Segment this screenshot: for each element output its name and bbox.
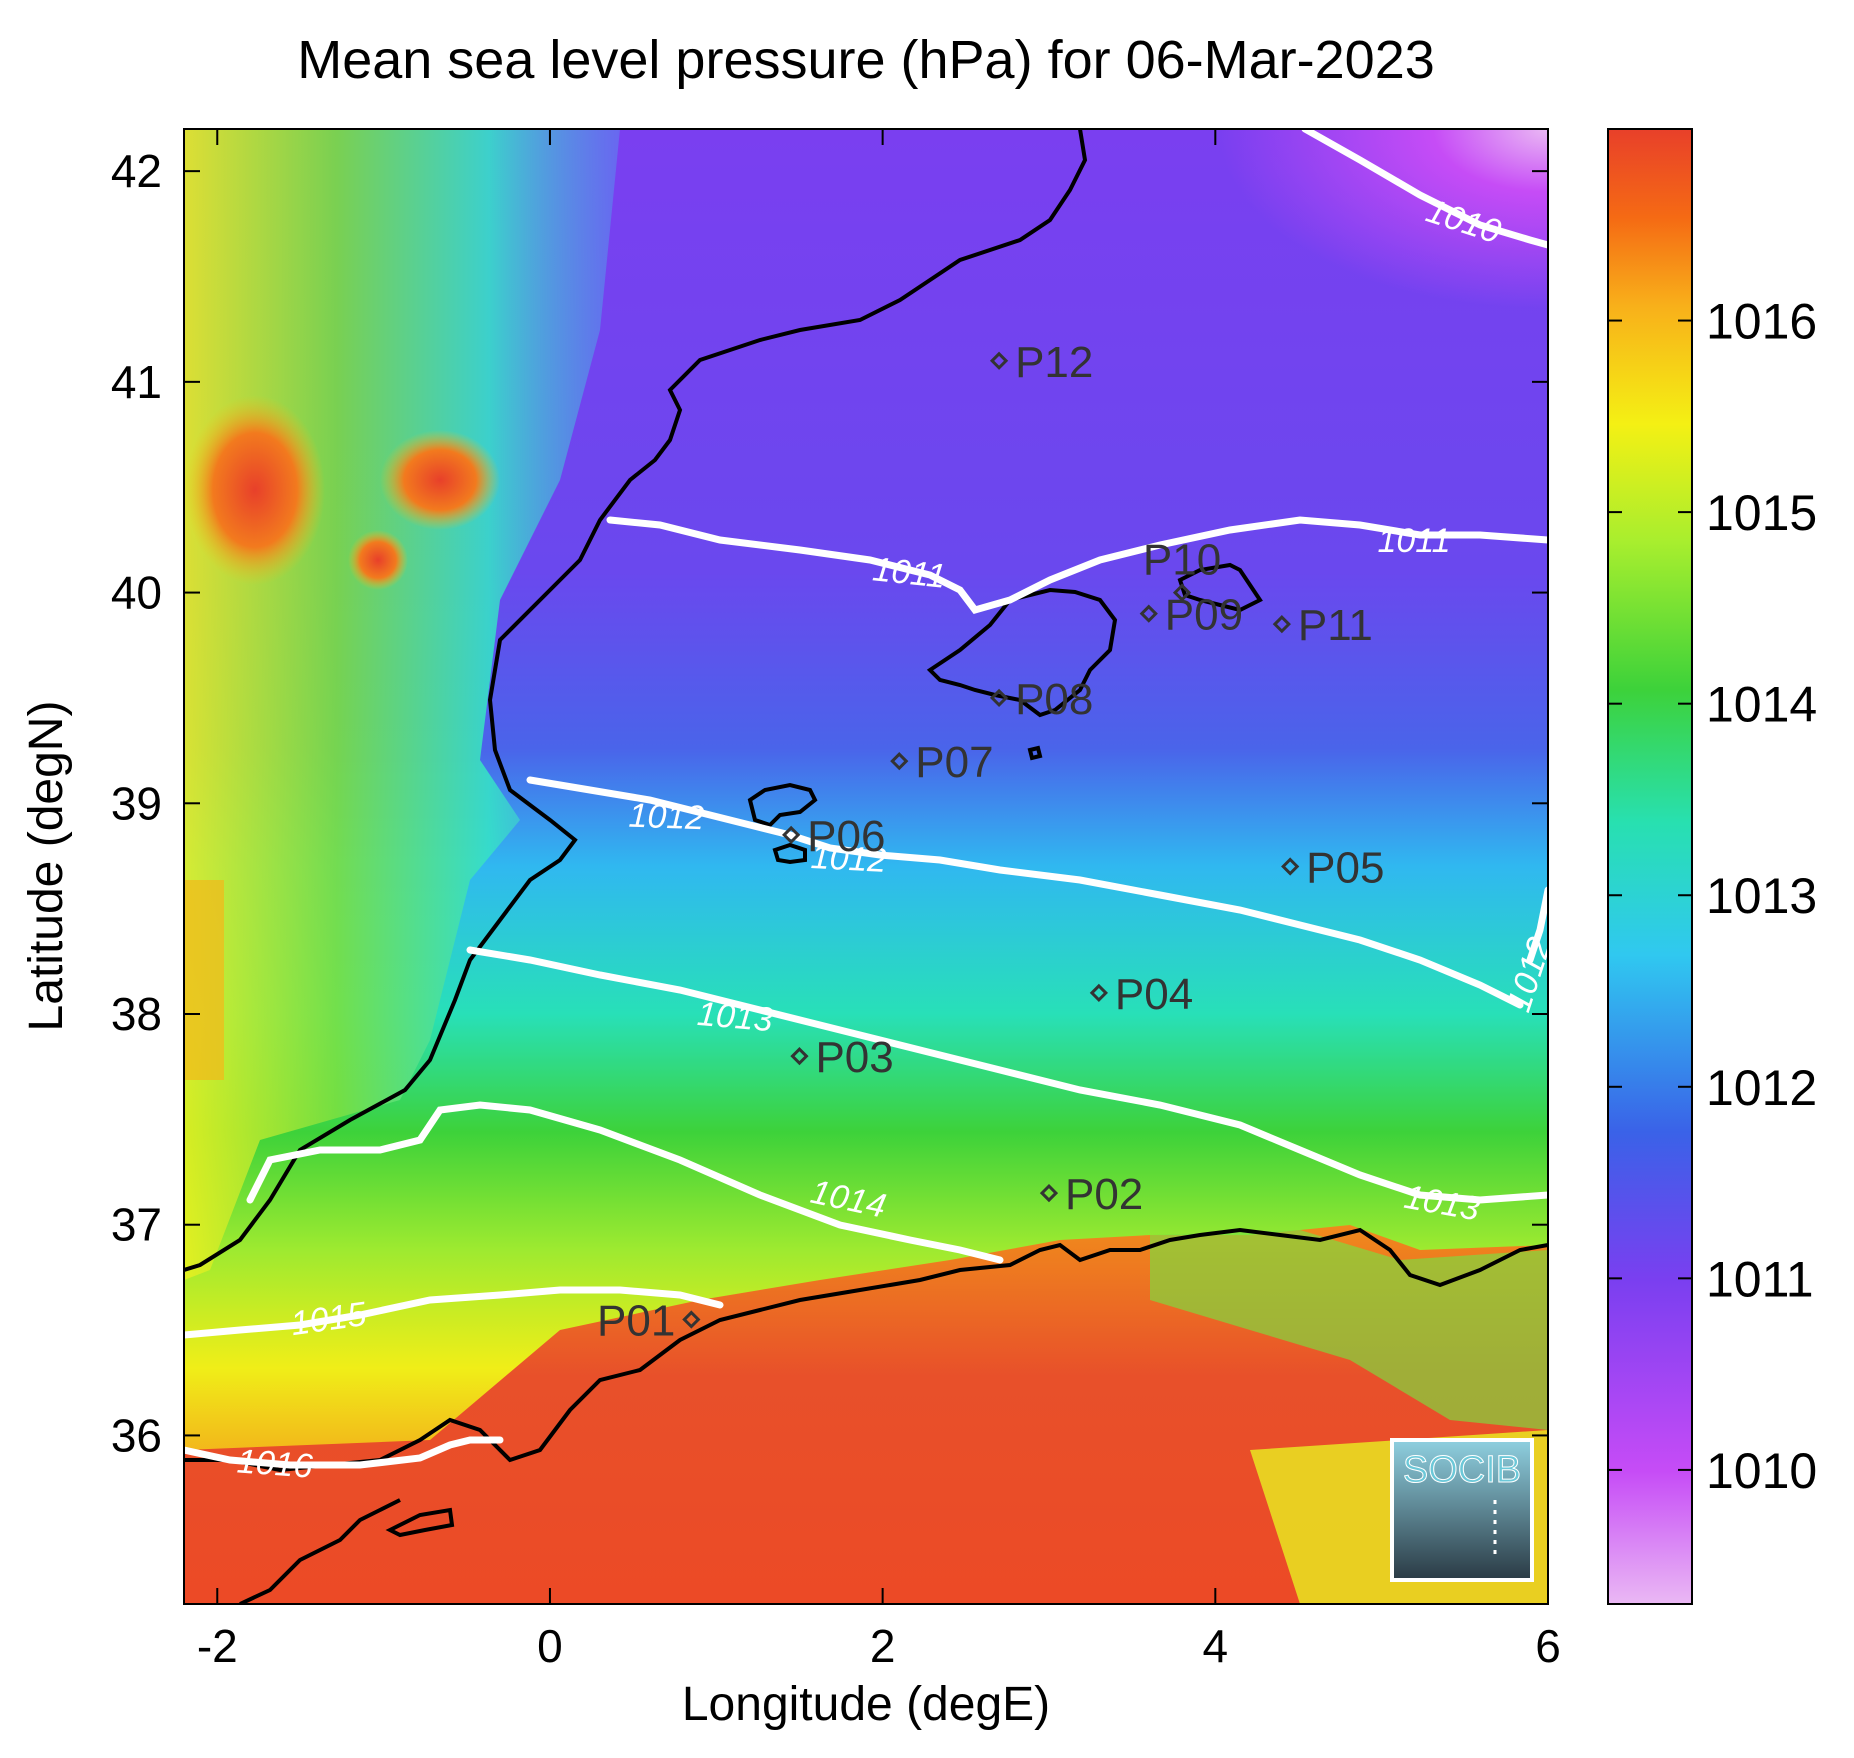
- colorbar-tick-label: 1015: [1706, 485, 1817, 541]
- station-marker: [1272, 615, 1291, 634]
- station-marker: [1089, 983, 1109, 1003]
- station-label: P05: [1306, 844, 1384, 893]
- y-tick-label: 41: [111, 356, 162, 408]
- socib-logo-text: SOCIB: [1403, 1449, 1521, 1491]
- x-tick-label: -2: [197, 1620, 238, 1672]
- isobar-label: 1016: [236, 1442, 314, 1485]
- station-marker: [989, 351, 1009, 370]
- station-p08: P08: [989, 675, 1093, 724]
- x-tick-label: 2: [870, 1620, 896, 1672]
- isobar-label: 1013: [696, 995, 775, 1039]
- station-label: P09: [1165, 591, 1243, 640]
- station-p07: P07: [890, 738, 994, 787]
- x-tick-label: 6: [1535, 1620, 1561, 1672]
- colorbar-tick-label: 1012: [1706, 1060, 1817, 1116]
- isobar-label: 1012: [628, 797, 705, 838]
- station-label: P06: [807, 812, 885, 861]
- station-label: P02: [1065, 1170, 1143, 1219]
- colorbar-scale: [1607, 128, 1693, 1605]
- station-label: P04: [1115, 970, 1193, 1019]
- station-label: P12: [1015, 338, 1093, 387]
- y-tick-label: 42: [111, 145, 162, 197]
- y-tick-label: 37: [111, 1199, 162, 1251]
- station-label: P08: [1015, 675, 1093, 724]
- colorbar-tick-label: 1016: [1706, 294, 1817, 350]
- station-label: P03: [815, 1033, 893, 1082]
- station-p02: P02: [1039, 1170, 1143, 1219]
- isobar-label: 1012: [810, 838, 888, 880]
- station-marker: [1281, 857, 1300, 876]
- colorbar-ticks: 1010 1011 1012 1013 1014 1015 1016: [1608, 294, 1817, 1499]
- station-p11: P11: [1272, 601, 1373, 650]
- isobar-label: 1011: [871, 550, 948, 595]
- colorbar-tick-label: 1014: [1706, 677, 1817, 733]
- station-marker: [989, 688, 1009, 708]
- station-marker: [890, 752, 909, 771]
- station-marker: [790, 1047, 809, 1066]
- plot-frame: [183, 128, 1549, 1605]
- station-p05: P05: [1281, 844, 1384, 893]
- colorbar: 1010 1011 1012 1013 1014 1015 1016: [1607, 128, 1817, 1605]
- station-marker: [1139, 604, 1158, 623]
- socib-logo: SOCIB: [1390, 1438, 1534, 1582]
- station-marker: [1039, 1183, 1059, 1203]
- coastlines: [184, 129, 1548, 1604]
- station-p06: P06: [782, 812, 885, 861]
- station-p04: P04: [1089, 970, 1193, 1019]
- y-tick-label: 38: [111, 988, 162, 1040]
- stations: P01 P02 P03 P04 P05 P06 P07 P08 P09 P10 P11 P12: [597, 338, 1384, 1346]
- y-tick-label: 40: [111, 567, 162, 619]
- station-label: P07: [915, 738, 993, 787]
- station-p10: P10: [1143, 536, 1221, 602]
- colorbar-tick-label: 1013: [1706, 868, 1817, 924]
- x-tick-label: 0: [537, 1620, 563, 1672]
- y-tick-label: 36: [111, 1409, 162, 1461]
- station-p03: P03: [790, 1033, 894, 1082]
- chart-title: Mean sea level pressure (hPa) for 06-Mar…: [297, 30, 1435, 90]
- colorbar-tick-label: 1011: [1706, 1251, 1814, 1307]
- x-axis: -2 0 2 4 6: [197, 129, 1561, 1672]
- station-p12: P12: [989, 338, 1093, 387]
- station-label: P10: [1143, 536, 1221, 585]
- station-label: P01: [597, 1297, 675, 1346]
- station-p01: P01: [597, 1297, 701, 1346]
- isobar-label: 1011: [1377, 522, 1450, 560]
- colorbar-tick-label: 1010: [1706, 1443, 1817, 1499]
- station-p09: P09: [1139, 591, 1243, 640]
- x-axis-label: Longitude (degE): [682, 1678, 1050, 1731]
- station-marker: [782, 825, 801, 845]
- y-tick-label: 39: [111, 777, 162, 829]
- station-marker: [1172, 583, 1192, 602]
- x-tick-label: 4: [1203, 1620, 1229, 1672]
- y-axis: 36 37 38 39 40 41 42: [111, 145, 1548, 1461]
- isobars: [184, 129, 1548, 1469]
- y-axis-label: Latitude (degN): [20, 701, 73, 1032]
- station-label: P11: [1298, 601, 1373, 650]
- station-marker: [682, 1310, 701, 1329]
